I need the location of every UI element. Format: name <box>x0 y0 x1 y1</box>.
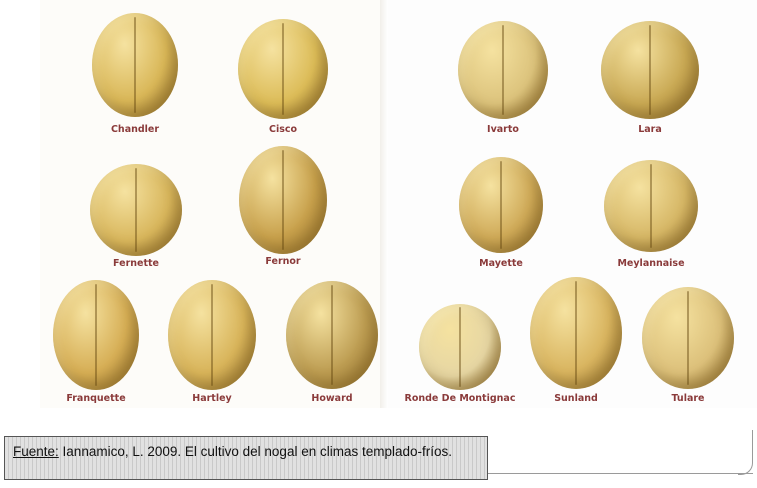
walnut-label-hartley: Hartley <box>192 393 232 404</box>
walnut-label-tulare: Tulare <box>671 393 705 404</box>
walnut-image-ivarto <box>458 21 548 119</box>
walnut-label-fernette: Fernette <box>113 258 159 269</box>
walnut-image-cisco <box>238 19 328 119</box>
walnut-label-sunland: Sunland <box>554 393 598 404</box>
page-gutter <box>380 0 388 408</box>
walnut-image-chandler <box>92 13 178 117</box>
caption-decoration-curve <box>738 430 753 475</box>
walnut-label-meylannaise: Meylannaise <box>617 258 685 269</box>
walnut-image-fernor <box>239 146 327 254</box>
walnut-image-ronde-de-montignac <box>419 304 501 390</box>
walnut-image-meylannaise <box>604 160 698 252</box>
walnut-image-franquette <box>53 280 139 390</box>
walnut-label-franquette: Franquette <box>66 393 126 404</box>
walnut-image-mayette <box>459 157 543 253</box>
source-caption: Fuente: Iannamico, L. 2009. El cultivo d… <box>4 436 488 480</box>
walnut-label-mayette: Mayette <box>479 258 523 269</box>
walnut-label-ivarto: Ivarto <box>487 124 519 135</box>
walnut-image-howard <box>286 281 378 389</box>
walnut-image-fernette <box>90 164 182 256</box>
walnut-label-lara: Lara <box>638 124 662 135</box>
walnut-label-cisco: Cisco <box>268 124 298 135</box>
walnut-image-hartley <box>168 280 256 390</box>
walnut-image-lara <box>601 21 699 119</box>
source-label: Fuente: <box>13 444 59 459</box>
walnut-label-fernor: Fernor <box>265 256 301 267</box>
walnut-label-howard: Howard <box>311 393 353 404</box>
walnut-image-sunland <box>530 277 622 389</box>
walnut-image-tulare <box>642 287 734 389</box>
source-citation: Iannamico, L. 2009. El cultivo del nogal… <box>62 444 453 459</box>
walnut-label-chandler: Chandler <box>110 124 160 135</box>
walnut-label-ronde-de-montignac: Ronde De Montignac <box>404 393 516 404</box>
